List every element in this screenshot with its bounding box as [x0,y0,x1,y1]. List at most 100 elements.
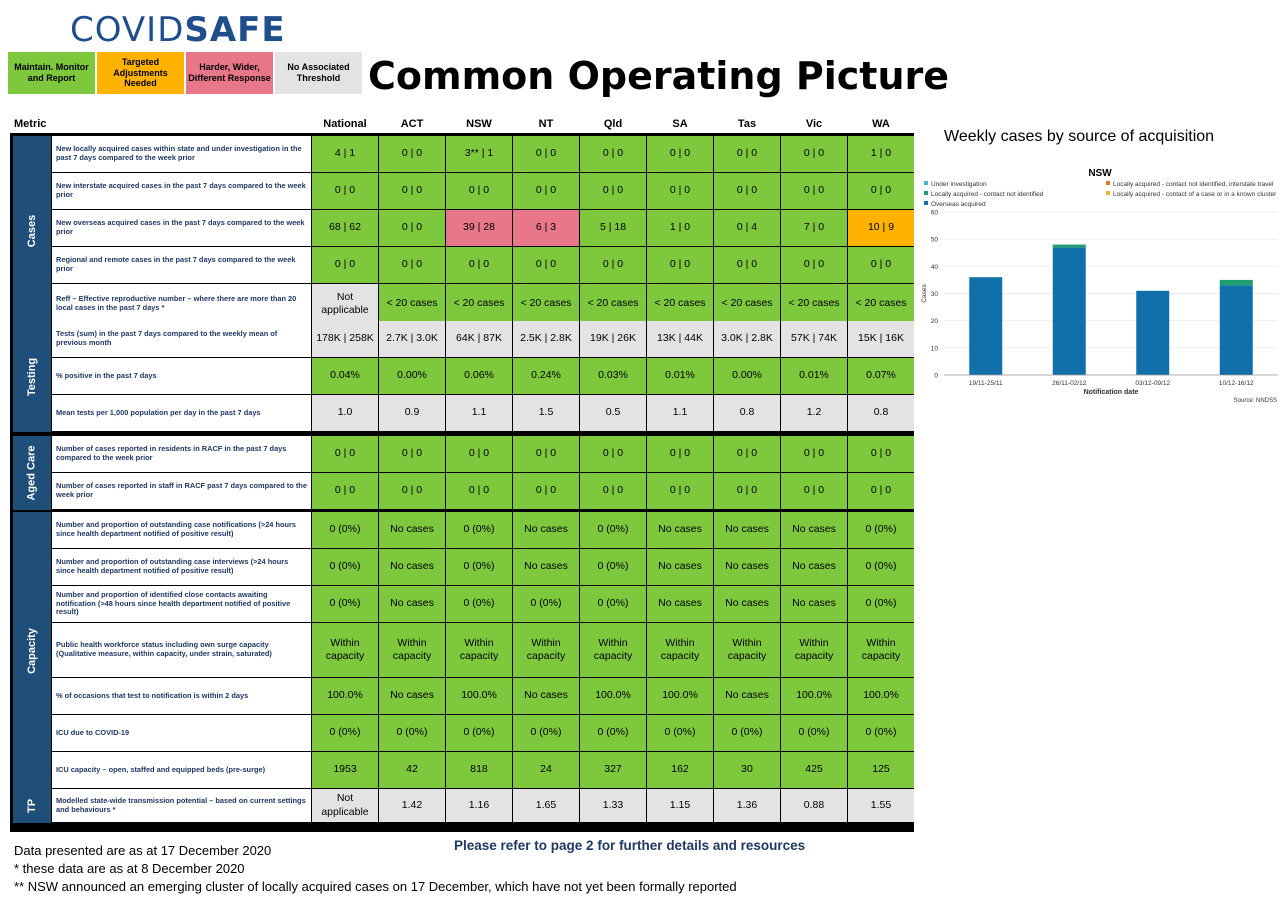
x-tick-label: 10/12-16/12 [1219,380,1254,387]
value-cell: 0 | 0 [647,173,713,210]
value-cell: No cases [714,549,780,586]
column-header: SA [672,118,688,130]
value-cell: 1.55 [848,789,914,823]
value-cell: 0 | 0 [379,473,445,510]
value-cell: No cases [714,678,780,715]
legend-swatch [924,191,928,195]
metric-column-header: Metric [14,118,47,130]
value-cell: 5 | 18 [580,210,646,247]
section-cases: Cases New locally acquired cases within s… [13,136,914,325]
value-cell: Within capacity [312,623,378,678]
section-label-text: Capacity [26,627,39,674]
value-cell: Within capacity [580,623,646,678]
legend-item: No Associated Threshold [275,52,362,94]
value-cell: 818 [446,752,512,789]
section-label: TP [13,789,51,823]
legend-item: Maintain. Monitor and Report [8,52,95,94]
value-cell: No cases [379,586,445,623]
metric-label: New interstate acquired cases in the pas… [52,173,311,210]
value-cell: 0 (0%) [513,715,579,752]
section-label-text: Cases [25,214,38,247]
bar-segment [1052,247,1086,375]
value-cell: 100.0% [446,678,512,715]
value-cell: < 20 cases [848,284,914,325]
value-cell: 0 | 0 [446,173,512,210]
metric-label: New overseas acquired cases in the past … [52,210,311,247]
value-cell: 327 [580,752,646,789]
y-axis-label: Cases [921,284,928,303]
column-header: Qld [603,118,623,130]
metric-label: Mean tests per 1,000 population per day … [52,395,311,432]
value-cell: 3.0K | 2.8K [714,321,780,358]
operating-picture-table: Cases New locally acquired cases within s… [10,133,914,832]
section-label: Testing [13,321,51,432]
metric-label: New locally acquired cases within state … [52,136,311,173]
metric-label: Number and proportion of identified clos… [52,586,311,623]
value-cell: 42 [379,752,445,789]
value-cell: < 20 cases [379,284,445,325]
y-tick-label: 50 [931,237,939,244]
value-cell: 0 | 0 [714,136,780,173]
metric-label: ICU capacity – open, staffed and equippe… [52,752,311,789]
x-tick-label: 03/12-09/12 [1135,380,1170,387]
value-cell: 1.5 [513,395,579,432]
value-cell: 0 (0%) [580,586,646,623]
value-cell: 0 | 0 [513,247,579,284]
legend-swatch [924,201,928,205]
metric-label: Number of cases reported in staff in RAC… [52,473,311,510]
legend-entry: Overseas acquired [931,201,986,208]
metric-label: Number and proportion of outstanding cas… [52,512,311,549]
value-cell: 0 | 0 [781,173,847,210]
value-cell: 1.0 [312,395,378,432]
value-cell: 0 (0%) [312,512,378,549]
section-testing: Testing Tests (sum) in the past 7 days co… [13,321,914,432]
value-cell: 1953 [312,752,378,789]
value-cell: Within capacity [781,623,847,678]
data-date-note: Data presented are as at 17 December 202… [14,843,272,858]
value-cell: No cases [647,549,713,586]
metric-label: Number and proportion of outstanding cas… [52,549,311,586]
value-cell: 0 | 0 [312,473,378,510]
value-cell: 0 | 0 [446,247,512,284]
value-cell: 0 | 0 [781,436,847,473]
value-cell: 19K | 26K [580,321,646,358]
rating-legend: Maintain. Monitor and Report Targeted Ad… [8,52,362,94]
legend-swatch [1106,191,1110,195]
value-cell: 0 | 0 [513,136,579,173]
section-tp: TP Modelled state-wide transmission poten… [13,789,914,823]
metric-label: Modelled state-wide transmission potenti… [52,789,311,823]
value-cell: No cases [781,549,847,586]
y-tick-label: 20 [931,318,939,325]
value-cell: 4 | 1 [312,136,378,173]
value-cell: 0 | 0 [513,436,579,473]
x-axis-label: Notification date [1084,389,1139,396]
value-cell: No cases [379,512,445,549]
value-cell: 0 | 0 [781,247,847,284]
x-tick-label: 19/11-25/11 [969,380,1003,387]
metric-label: Public health workforce status including… [52,623,311,678]
value-cell: 3** | 1 [446,136,512,173]
value-cell: 2.5K | 2.8K [513,321,579,358]
value-cell: 0 (0%) [848,715,914,752]
value-cell: 0 | 0 [379,173,445,210]
value-cell: No cases [647,586,713,623]
value-cell: No cases [379,678,445,715]
column-header: NSW [466,118,492,130]
value-cell: 0 (0%) [848,512,914,549]
value-cell: 57K | 74K [781,321,847,358]
legend-swatch [1106,181,1110,185]
legend-item: Targeted Adjustments Needed [97,52,184,94]
value-cell: 0 | 0 [379,436,445,473]
value-cell: 1.16 [446,789,512,823]
value-cell: 0 | 0 [513,173,579,210]
value-cell: No cases [513,678,579,715]
value-cell: 0 | 0 [312,247,378,284]
value-cell: 0 | 0 [446,473,512,510]
legend-entry: Locally acquired - contact not identifie… [931,191,1044,198]
value-cell: 0 (0%) [446,715,512,752]
value-cell: Within capacity [446,623,512,678]
value-cell: 1.1 [647,395,713,432]
section-capacity: Capacity Number and proportion of outstan… [13,512,914,789]
chart-source: Source: NNDSS [1234,398,1277,404]
value-cell: 0 (0%) [312,586,378,623]
